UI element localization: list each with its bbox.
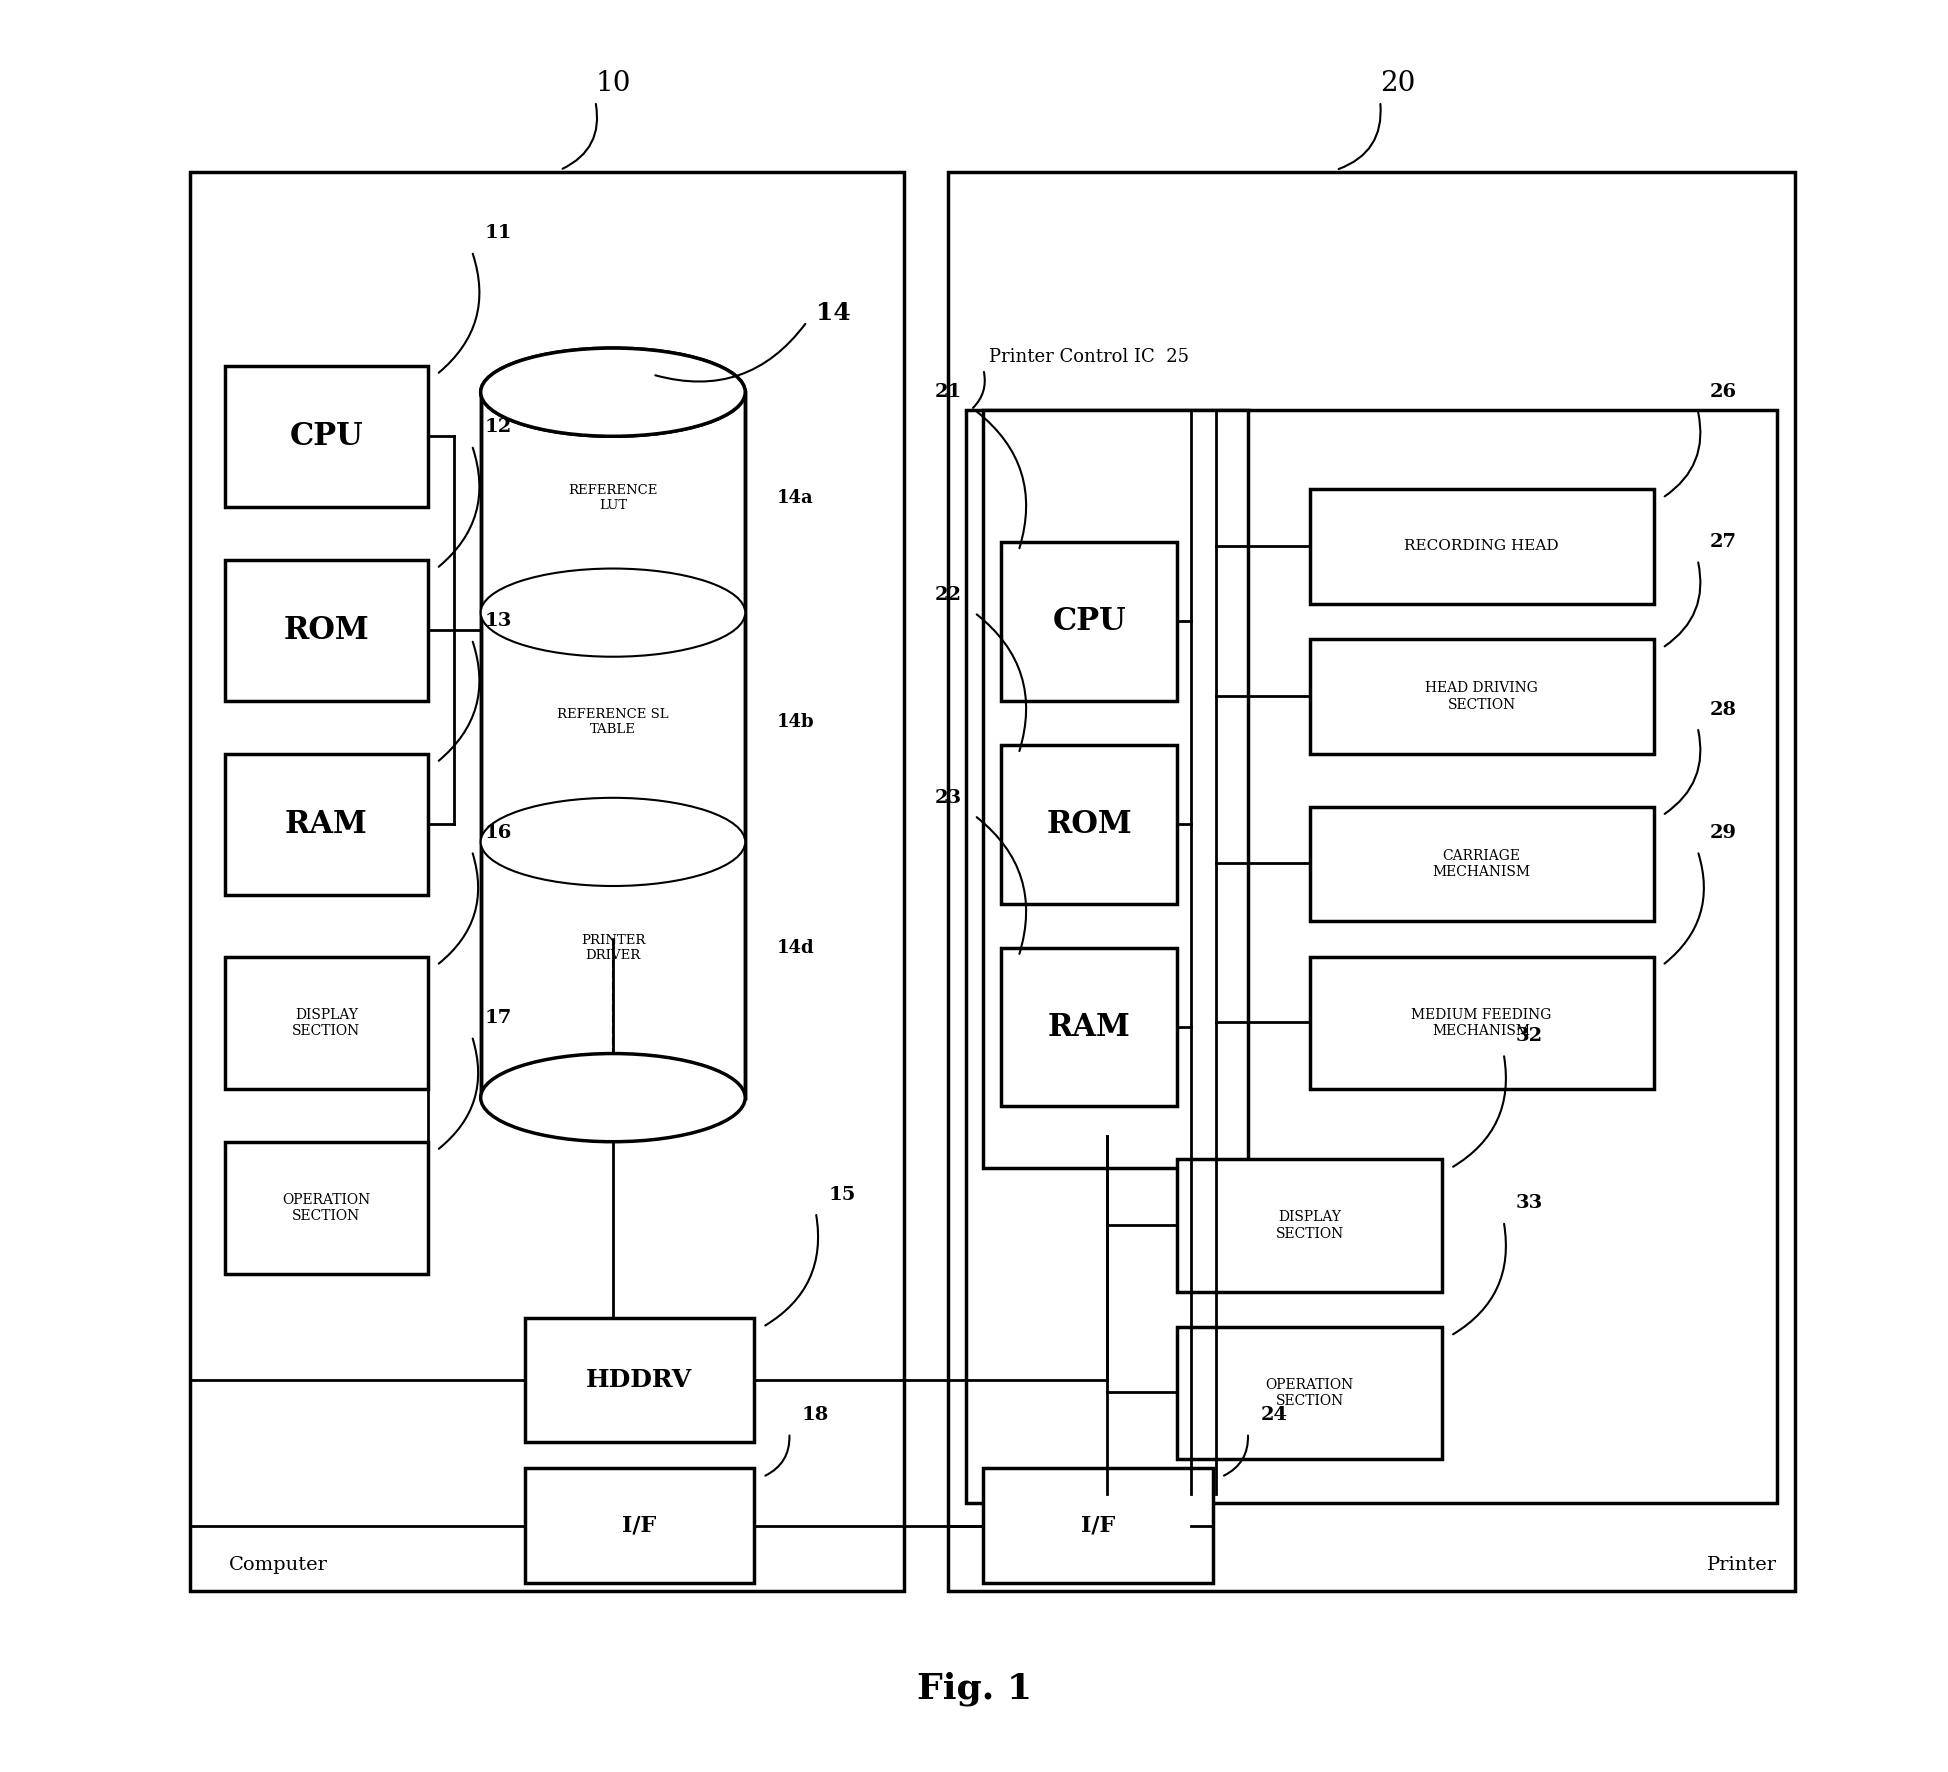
Text: ROM: ROM [282, 615, 368, 645]
Bar [224, 560, 427, 700]
Text: 14a: 14a [777, 489, 812, 507]
Text: MEDIUM FEEDING
MECHANISM: MEDIUM FEEDING MECHANISM [1410, 1008, 1551, 1038]
Text: 24: 24 [1260, 1407, 1286, 1425]
Text: I/F: I/F [621, 1515, 656, 1536]
Text: REFERENCE
LUT: REFERENCE LUT [569, 484, 656, 512]
Text: 28: 28 [1708, 700, 1736, 719]
Bar [524, 1318, 754, 1442]
Bar [224, 957, 427, 1088]
Ellipse shape [481, 347, 744, 436]
Bar [1177, 1327, 1442, 1458]
Text: OPERATION
SECTION: OPERATION SECTION [282, 1193, 370, 1223]
Text: DISPLAY
SECTION: DISPLAY SECTION [1274, 1210, 1342, 1240]
Bar [1309, 640, 1652, 753]
Text: RAM: RAM [284, 808, 368, 840]
Text: 16: 16 [483, 824, 510, 842]
Text: HEAD DRIVING
SECTION: HEAD DRIVING SECTION [1424, 680, 1537, 712]
Text: 27: 27 [1708, 533, 1736, 551]
Bar [984, 1467, 1212, 1582]
Text: 15: 15 [828, 1185, 855, 1203]
Text: 17: 17 [483, 1010, 510, 1028]
Bar [224, 365, 427, 507]
Ellipse shape [481, 797, 744, 886]
Bar [481, 392, 744, 1097]
Bar [224, 1141, 427, 1274]
Text: 22: 22 [933, 587, 960, 604]
Text: 32: 32 [1516, 1028, 1543, 1045]
Text: HDDRV: HDDRV [586, 1368, 692, 1391]
Text: 10: 10 [594, 71, 631, 97]
Ellipse shape [481, 347, 744, 436]
Text: I/F: I/F [1081, 1515, 1114, 1536]
Ellipse shape [481, 1054, 744, 1141]
Bar [1309, 806, 1652, 921]
Bar [1001, 744, 1177, 904]
Text: 14d: 14d [777, 939, 814, 957]
Text: CARRIAGE
MECHANISM: CARRIAGE MECHANISM [1432, 849, 1529, 879]
Text: 14b: 14b [777, 712, 814, 732]
Text: 20: 20 [1379, 71, 1414, 97]
Text: 29: 29 [1708, 824, 1736, 842]
Bar [964, 409, 1777, 1503]
Bar [984, 409, 1247, 1168]
Text: 13: 13 [483, 613, 510, 631]
Bar [947, 172, 1794, 1591]
Text: DISPLAY
SECTION: DISPLAY SECTION [292, 1008, 360, 1038]
Bar [1001, 948, 1177, 1106]
Text: Computer: Computer [228, 1556, 327, 1574]
Text: 12: 12 [483, 418, 510, 436]
Text: PRINTER
DRIVER: PRINTER DRIVER [581, 934, 645, 962]
Ellipse shape [481, 569, 744, 657]
Text: CPU: CPU [1052, 606, 1126, 636]
Text: OPERATION
SECTION: OPERATION SECTION [1264, 1379, 1354, 1409]
Text: Fig. 1: Fig. 1 [916, 1671, 1032, 1706]
Text: 18: 18 [801, 1407, 828, 1425]
Text: REFERENCE SL
TABLE: REFERENCE SL TABLE [557, 709, 668, 735]
Text: Printer Control IC  25: Printer Control IC 25 [988, 347, 1188, 365]
Bar [1177, 1159, 1442, 1292]
Text: RAM: RAM [1048, 1012, 1130, 1042]
Text: RECORDING HEAD: RECORDING HEAD [1403, 539, 1558, 553]
Text: ROM: ROM [1046, 808, 1132, 840]
Bar [1309, 957, 1652, 1088]
Bar [524, 1467, 754, 1582]
Text: 14: 14 [816, 301, 849, 324]
Bar [224, 753, 427, 895]
Text: 11: 11 [483, 225, 512, 243]
Bar [1309, 489, 1652, 604]
Text: Printer: Printer [1706, 1556, 1777, 1574]
Text: 23: 23 [933, 789, 960, 806]
Text: 21: 21 [933, 383, 960, 400]
Text: 33: 33 [1516, 1194, 1543, 1212]
Text: CPU: CPU [290, 420, 362, 452]
Bar [1001, 542, 1177, 700]
Text: 26: 26 [1708, 383, 1736, 400]
Bar [189, 172, 904, 1591]
